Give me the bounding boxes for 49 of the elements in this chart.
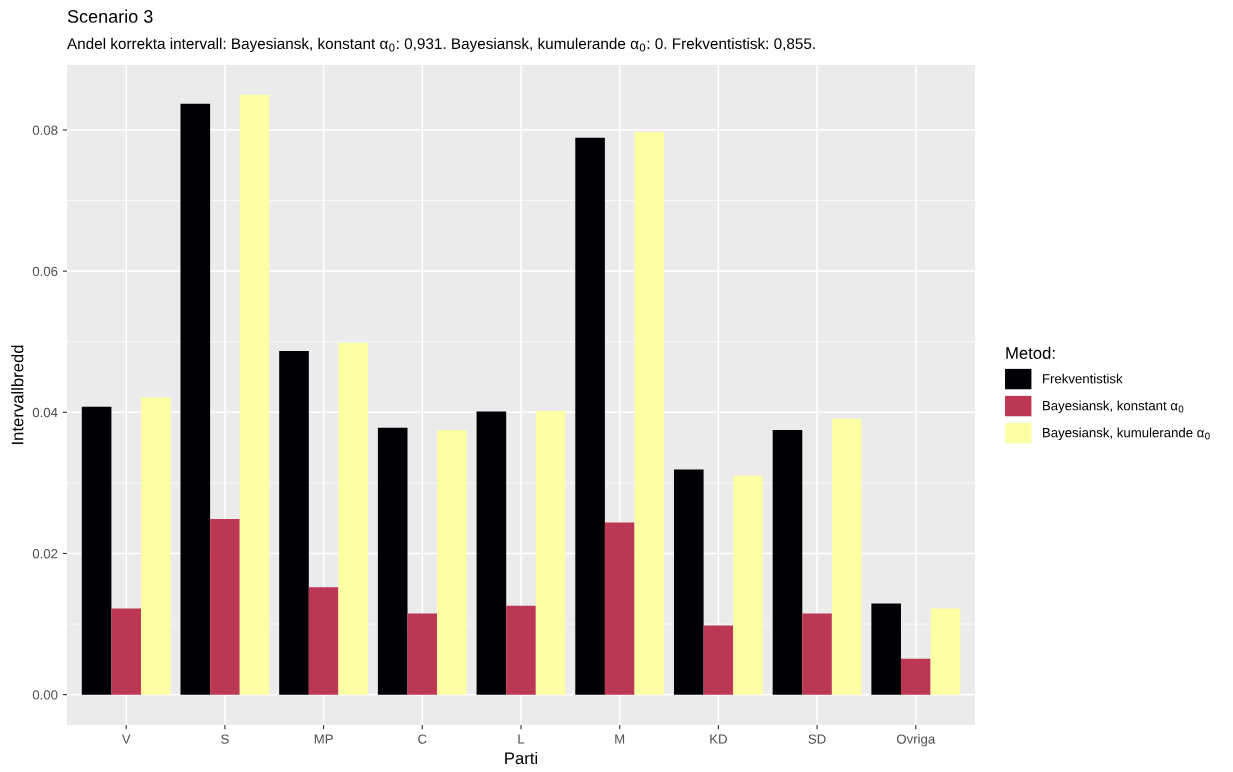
bar — [141, 397, 171, 695]
x-tick-label: Ovriga — [896, 734, 936, 747]
bar — [437, 429, 467, 695]
chart-title: Scenario 3 — [67, 9, 153, 23]
x-tick-label: C — [418, 734, 427, 744]
bar — [111, 608, 142, 695]
y-tick-label: 0.06 — [32, 266, 58, 277]
y-tick-label: 0.08 — [32, 125, 58, 135]
bar — [772, 429, 803, 695]
x-tick-label: SD — [808, 734, 826, 744]
x-tick-label: M — [615, 734, 625, 744]
bar — [506, 605, 536, 695]
bar — [673, 469, 704, 695]
bar — [476, 411, 507, 695]
legend-title: Metod: — [1006, 346, 1055, 359]
bar — [733, 475, 763, 695]
x-tick-label: S — [221, 734, 229, 744]
x-axis-title: Parti — [505, 751, 538, 765]
bar — [81, 406, 112, 695]
y-tick-label: 0.02 — [32, 549, 58, 559]
bar — [338, 343, 369, 695]
bar — [871, 603, 901, 695]
bar — [180, 103, 211, 695]
bar — [239, 94, 270, 695]
y-axis-title: Intervallbredd — [11, 345, 24, 444]
x-tick-label: KD — [710, 734, 727, 744]
x-tick-label: V — [121, 734, 131, 744]
bar — [377, 427, 408, 695]
legend-label: Frekventistisk — [1043, 373, 1123, 384]
bar — [900, 658, 931, 695]
bar — [703, 625, 734, 695]
x-tick-label: L — [518, 734, 525, 744]
bar — [308, 587, 339, 695]
chart-subtitle: Andel korrekta intervall: Bayesiansk, konstant α$_{0}$: 0,931. Bayesiansk, kumulerande α$_{0}$: 0. Frekventistisk: 0,855. — [67, 37, 815, 53]
y-tick-label: 0.00 — [32, 690, 58, 700]
bar — [407, 613, 438, 695]
bar — [210, 518, 240, 695]
bar — [930, 608, 961, 695]
y-tick-label: 0.04 — [32, 407, 58, 418]
bar — [535, 410, 566, 695]
bar — [802, 613, 832, 695]
bar — [575, 137, 605, 695]
bar — [604, 522, 635, 695]
bar — [279, 350, 309, 695]
legend-label: Bayesiansk, kumulerande α$_{0}$ — [1043, 427, 1210, 440]
bar — [831, 418, 862, 695]
legend-label: Bayesiansk, konstant α$_{0}$ — [1043, 400, 1184, 413]
bar — [634, 132, 665, 695]
x-tick-label: MP — [314, 734, 333, 744]
